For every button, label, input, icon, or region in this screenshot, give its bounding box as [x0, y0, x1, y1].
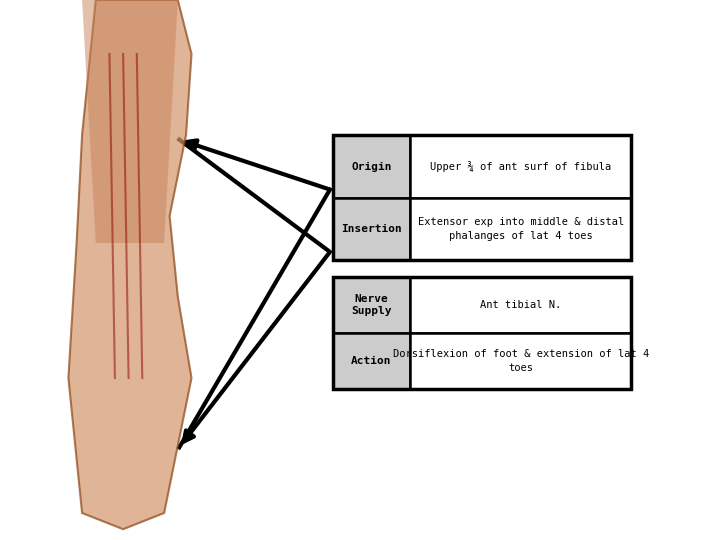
- Bar: [333, 198, 410, 260]
- Text: Nerve
Supply: Nerve Supply: [351, 294, 392, 316]
- Bar: [333, 277, 631, 389]
- Polygon shape: [68, 0, 192, 529]
- Text: Origin: Origin: [351, 161, 392, 172]
- Text: Extensor exp into middle & distal
phalanges of lat 4 toes: Extensor exp into middle & distal phalan…: [418, 218, 624, 241]
- Bar: [410, 333, 631, 389]
- Text: Dorsiflexion of foot & extension of lat 4
toes: Dorsiflexion of foot & extension of lat …: [392, 349, 649, 373]
- Bar: [410, 198, 631, 260]
- Bar: [410, 136, 631, 198]
- Text: Ant tibial N.: Ant tibial N.: [480, 300, 562, 310]
- Text: Action: Action: [351, 356, 392, 366]
- Bar: [333, 136, 631, 260]
- Text: Upper ¾ of ant surf of fibula: Upper ¾ of ant surf of fibula: [430, 161, 611, 172]
- Polygon shape: [82, 0, 178, 243]
- Bar: [410, 277, 631, 333]
- Text: Insertion: Insertion: [341, 224, 402, 234]
- Bar: [333, 277, 410, 333]
- Bar: [333, 333, 410, 389]
- Bar: [333, 136, 410, 198]
